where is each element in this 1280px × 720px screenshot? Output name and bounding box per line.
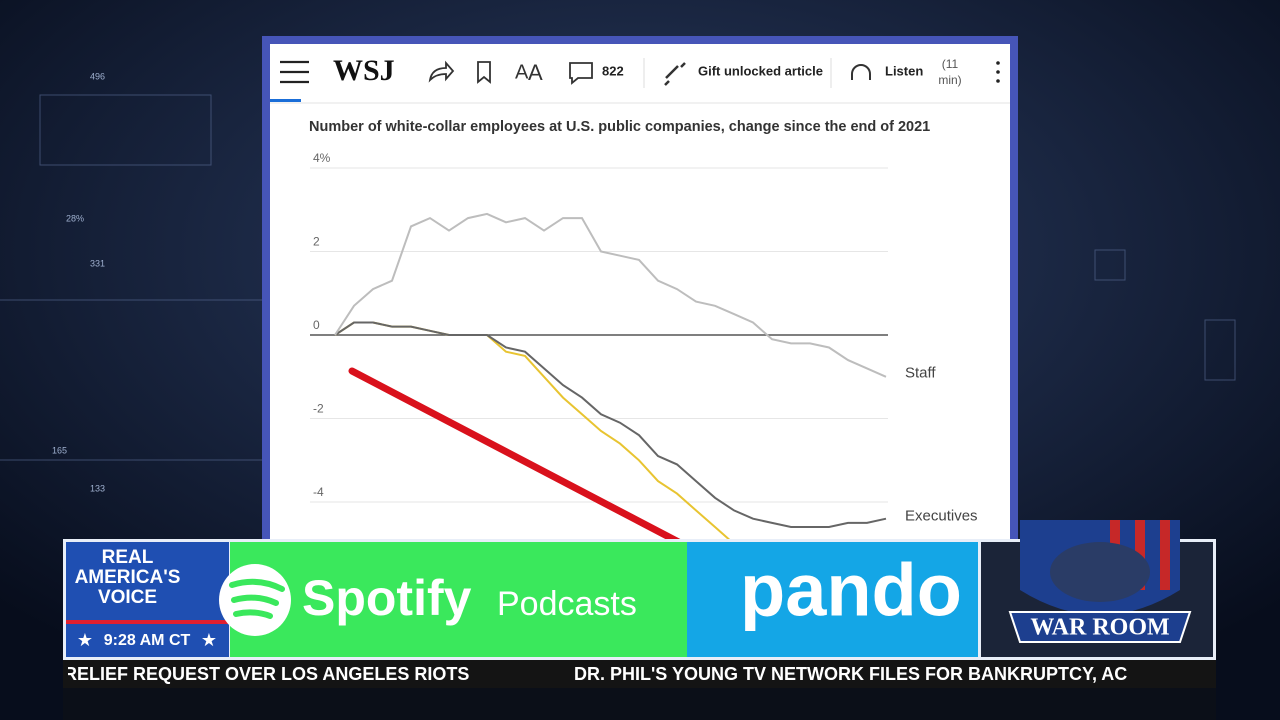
logo[interactable]: WSJ	[333, 54, 395, 87]
ticker: RELIEF REQUEST OVER LOS ANGELES RIOTS DR…	[64, 664, 1127, 684]
more-icon[interactable]	[996, 61, 1000, 83]
spotify-ad	[230, 542, 687, 657]
listen[interactable]: Listen	[885, 63, 923, 78]
y-tick-label: -2	[313, 402, 324, 416]
y-tick-label: 0	[313, 318, 320, 332]
podcasts-word: Podcasts	[497, 585, 637, 623]
text-size-icon[interactable]: A	[515, 61, 529, 83]
eagle	[1050, 542, 1150, 602]
series-line	[334, 212, 887, 378]
y-tick-label: 2	[313, 235, 320, 249]
ticker-item: RELIEF REQUEST OVER LOS ANGELES RIOTS	[64, 664, 469, 684]
lower-third: REAL AMERICA'S VOICE 9:28 AM CT ★ ★ Spot…	[63, 520, 1216, 660]
network: REAL AMERICA'S VOICE	[74, 548, 181, 608]
menu-icon[interactable]	[280, 60, 309, 84]
clock: 9:28 AM CT	[104, 632, 191, 649]
annotation-arrow	[348, 367, 694, 552]
network-box-text: REAL AMERICA'S VOICE	[74, 548, 181, 608]
plot	[310, 167, 888, 540]
ticker-bar	[63, 660, 1216, 688]
bg-label: 28%	[66, 213, 84, 223]
spotify-logo-waves	[229, 578, 285, 619]
pandora-ad	[687, 542, 978, 657]
ticker-item: DR. PHIL'S YOUNG TV NETWORK FILES FOR BA…	[574, 664, 1127, 684]
background-labels: 496 28% 331 165 133	[52, 71, 105, 493]
duration-box: (11 min)	[938, 57, 962, 87]
star-icon: ★	[201, 630, 217, 650]
text-size-icon[interactable]: A	[528, 60, 543, 85]
progress	[270, 99, 301, 102]
bookmark-icon[interactable]	[477, 61, 491, 84]
network-box	[66, 542, 229, 657]
headphones-icon	[851, 64, 871, 80]
comment-icon[interactable]	[569, 62, 593, 85]
bg-label: 496	[90, 71, 105, 81]
chart-title: Number of white-collar employees at U.S.…	[309, 119, 930, 135]
series-label: Executives	[905, 508, 978, 525]
y-tick-label: 4%	[313, 151, 331, 165]
show-plate	[1008, 611, 1192, 643]
toolbar: WSJ A A 822 Gift unlocked article Listen…	[270, 54, 1010, 104]
pandora-word: pando	[740, 549, 962, 632]
bg-label: 133	[90, 483, 105, 493]
bottom-strip	[63, 688, 1216, 720]
network-stripe	[66, 620, 229, 624]
series-label: Staff	[905, 365, 936, 382]
gift-article[interactable]: Gift unlocked article	[698, 63, 823, 78]
background-decor	[0, 94, 1236, 461]
spotify-word: Spotify	[302, 570, 472, 626]
star-icon: ★	[77, 630, 93, 650]
comment-count[interactable]: 822	[602, 63, 624, 78]
share-icon[interactable]	[428, 60, 455, 83]
link-icon	[664, 62, 686, 86]
bg-label: 331	[90, 258, 105, 268]
show-name: WAR ROOM	[1030, 615, 1169, 641]
duration: (11 min)	[938, 57, 962, 87]
series-line	[334, 321, 887, 528]
bg-label: 165	[52, 445, 67, 455]
y-tick-label: -4	[313, 485, 324, 499]
